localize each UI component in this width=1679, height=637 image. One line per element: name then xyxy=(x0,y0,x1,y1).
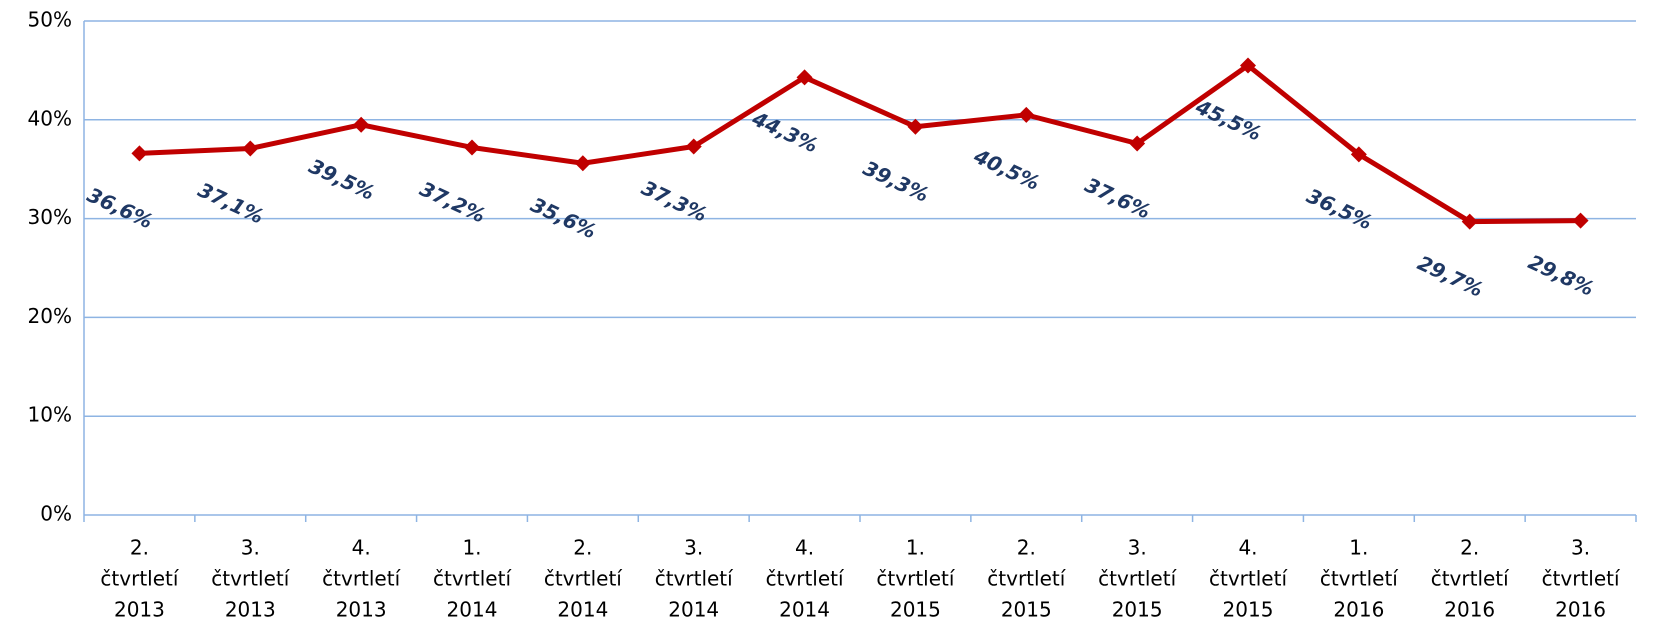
x-tick-label: 2015 xyxy=(890,598,941,622)
x-tick-label: čtvrtletí xyxy=(987,567,1066,591)
x-tick-label: 2014 xyxy=(447,598,498,622)
x-tick-label: 2015 xyxy=(1001,598,1052,622)
x-tick-label: čtvrtletí xyxy=(766,567,845,591)
x-tick-label: 2014 xyxy=(668,598,719,622)
data-label: 29,8% xyxy=(1525,250,1598,301)
data-label: 36,6% xyxy=(84,182,157,233)
marker xyxy=(464,139,480,156)
x-tick-label: čtvrtletí xyxy=(1098,567,1177,591)
data-label: 40,5% xyxy=(969,144,1043,195)
marker xyxy=(242,140,259,157)
x-tick-label: 2016 xyxy=(1555,598,1606,622)
data-label: 37,1% xyxy=(194,178,267,229)
x-tick-label: 2014 xyxy=(557,598,608,622)
data-label: 37,6% xyxy=(1081,173,1154,224)
marker xyxy=(1018,106,1035,123)
line xyxy=(139,62,1581,225)
x-tick-label: čtvrtletí xyxy=(1431,567,1510,591)
x-tick-label: čtvrtletí xyxy=(100,567,179,591)
data-label: 45,5% xyxy=(1191,94,1265,145)
x-tick-label: 3. xyxy=(241,536,260,560)
marker xyxy=(353,116,370,133)
marker xyxy=(131,145,148,162)
y-tick-label: 30% xyxy=(28,205,72,229)
marker xyxy=(796,69,813,86)
data-label: 29,7% xyxy=(1414,251,1487,302)
x-tick-label: 2. xyxy=(573,536,592,560)
x-tick-label: čtvrtletí xyxy=(1542,567,1621,591)
x-tick-label: 2. xyxy=(1017,536,1036,560)
x-tick-label: čtvrtletí xyxy=(876,567,955,591)
x-tick-label: 2013 xyxy=(114,598,165,622)
x-tick-label: 2013 xyxy=(225,598,276,622)
x-tick-label: 3. xyxy=(1571,536,1590,560)
x-tick-label: 1. xyxy=(906,536,925,560)
data-label: 36,5% xyxy=(1303,183,1376,234)
x-tick-label: 2014 xyxy=(779,598,830,622)
x-tick-label: 4. xyxy=(795,536,814,560)
x-tick-label: 4. xyxy=(352,536,371,560)
marker xyxy=(907,118,924,135)
x-tick-label: 3. xyxy=(684,536,703,560)
data-label: 39,5% xyxy=(305,154,378,205)
x-tick-label: 2016 xyxy=(1333,598,1384,622)
x-tick-label: čtvrtletí xyxy=(655,567,734,591)
x-tick-label: čtvrtletí xyxy=(1320,567,1399,591)
y-tick-label: 0% xyxy=(40,502,72,526)
marker xyxy=(1572,212,1589,229)
marker xyxy=(1350,146,1367,163)
y-tick-label: 10% xyxy=(28,403,72,427)
data-label: 39,3% xyxy=(860,156,933,207)
x-tick-label: 2013 xyxy=(336,598,387,622)
x-tick-label: čtvrtletí xyxy=(1209,567,1288,591)
x-tick-label: 4. xyxy=(1238,536,1257,560)
x-tick-label: 2. xyxy=(130,536,149,560)
x-tick-label: 3. xyxy=(1128,536,1147,560)
data-label: 37,2% xyxy=(416,177,489,228)
data-label: 44,3% xyxy=(748,106,822,157)
x-tick-label: čtvrtletí xyxy=(211,567,290,591)
y-tick-label: 50% xyxy=(28,8,72,32)
marker xyxy=(1240,57,1256,74)
x-tick-label: 2. xyxy=(1460,536,1479,560)
x-tick-label: čtvrtletí xyxy=(433,567,512,591)
y-tick-label: 20% xyxy=(28,304,72,328)
marker xyxy=(685,138,702,155)
y-tick-label: 40% xyxy=(28,106,72,130)
marker xyxy=(574,155,591,172)
x-tick-label: čtvrtletí xyxy=(322,567,401,591)
x-tick-label: 2015 xyxy=(1112,598,1163,622)
x-tick-label: 1. xyxy=(462,536,481,560)
marker xyxy=(1129,135,1146,152)
x-tick-label: 1. xyxy=(1349,536,1368,560)
x-tick-label: čtvrtletí xyxy=(544,567,623,591)
marker xyxy=(1461,213,1478,230)
data-label: 35,6% xyxy=(527,192,600,243)
x-tick-label: 2015 xyxy=(1223,598,1274,622)
x-tick-label: 2016 xyxy=(1444,598,1495,622)
